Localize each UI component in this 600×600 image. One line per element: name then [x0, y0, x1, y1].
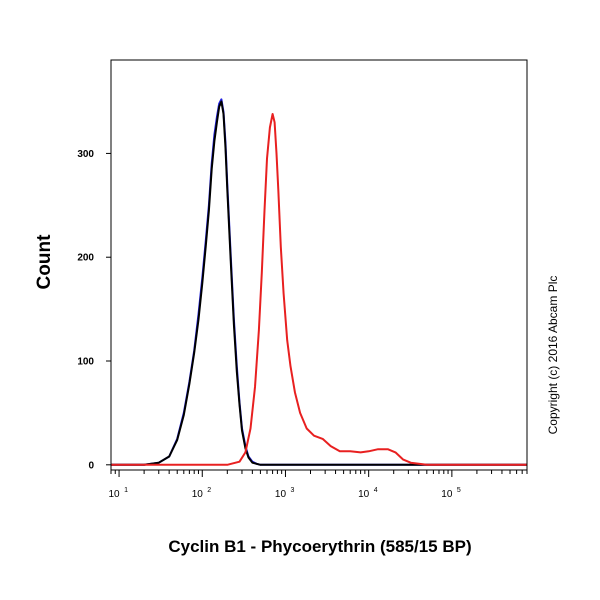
x-tick-exponent: 5	[457, 487, 461, 494]
x-tick-label: 10	[358, 489, 370, 500]
y-tick-label: 300	[77, 149, 94, 160]
copyright-text: Copyright (c) 2016 Abcam Plc	[546, 276, 560, 435]
x-tick-exponent: 1	[124, 487, 128, 494]
plot-frame	[110, 59, 528, 471]
y-tick-label: 200	[77, 253, 94, 264]
histogram-series-3	[111, 113, 527, 466]
y-tick-label: 100	[77, 357, 94, 368]
x-tick-label: 10	[109, 489, 121, 500]
y-tick-label: 0	[88, 460, 94, 471]
x-tick-exponent: 4	[374, 487, 378, 494]
x-tick-label: 10	[275, 489, 287, 500]
x-tick-exponent: 3	[291, 487, 295, 494]
histogram-series-2	[111, 100, 527, 466]
x-axis-ticks: 10 1 10 2 10 3 10 4 10 5	[109, 470, 528, 500]
y-axis-label: Count	[34, 234, 55, 290]
x-axis-label: Cyclin B1 - Phycoerythrin (585/15 BP)	[168, 537, 471, 556]
y-axis-ticks: 0 100 200 300	[77, 149, 111, 471]
x-tick-exponent: 2	[207, 487, 211, 494]
x-tick-label: 10	[192, 489, 204, 500]
x-tick-label: 10	[441, 489, 453, 500]
histogram-series-1	[111, 98, 527, 466]
series-layer	[111, 98, 527, 466]
